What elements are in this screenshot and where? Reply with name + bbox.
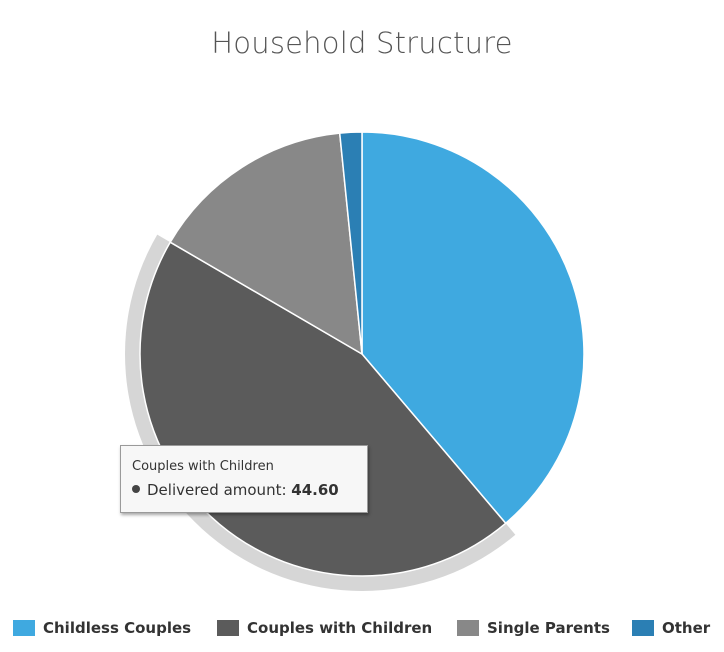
- legend-swatch: [217, 620, 239, 636]
- tooltip-bullet-icon: [132, 485, 140, 493]
- pie-slice-other[interactable]: [338, 131, 363, 355]
- tooltip-label: Delivered amount:: [147, 481, 287, 499]
- pie-slice-single-parents[interactable]: [169, 132, 363, 355]
- tooltip: Couples with Children Delivered amount: …: [120, 445, 368, 513]
- tooltip-value-line: Delivered amount: 44.60: [132, 481, 339, 499]
- tooltip-value: 44.60: [291, 481, 339, 499]
- legend-label: Couples with Children: [247, 619, 433, 637]
- legend-swatch: [13, 620, 35, 636]
- legend-swatch: [632, 620, 654, 636]
- legend-swatch: [457, 620, 479, 636]
- legend-item-childless-couples[interactable]: Childless Couples: [13, 617, 191, 639]
- tooltip-series-name: Couples with Children: [132, 459, 274, 474]
- pie-slice-childless-couples[interactable]: [361, 131, 585, 525]
- chart-title: Household Structure: [211, 26, 513, 60]
- legend-label: Other: [662, 619, 711, 637]
- legend-label: Childless Couples: [43, 619, 192, 637]
- legend: Childless Couples Couples with Children …: [0, 617, 724, 641]
- legend-label: Single Parents: [487, 619, 610, 637]
- legend-item-single-parents[interactable]: Single Parents: [457, 617, 610, 639]
- legend-item-couples-with-children[interactable]: Couples with Children: [217, 617, 432, 639]
- legend-item-other[interactable]: Other: [632, 617, 710, 639]
